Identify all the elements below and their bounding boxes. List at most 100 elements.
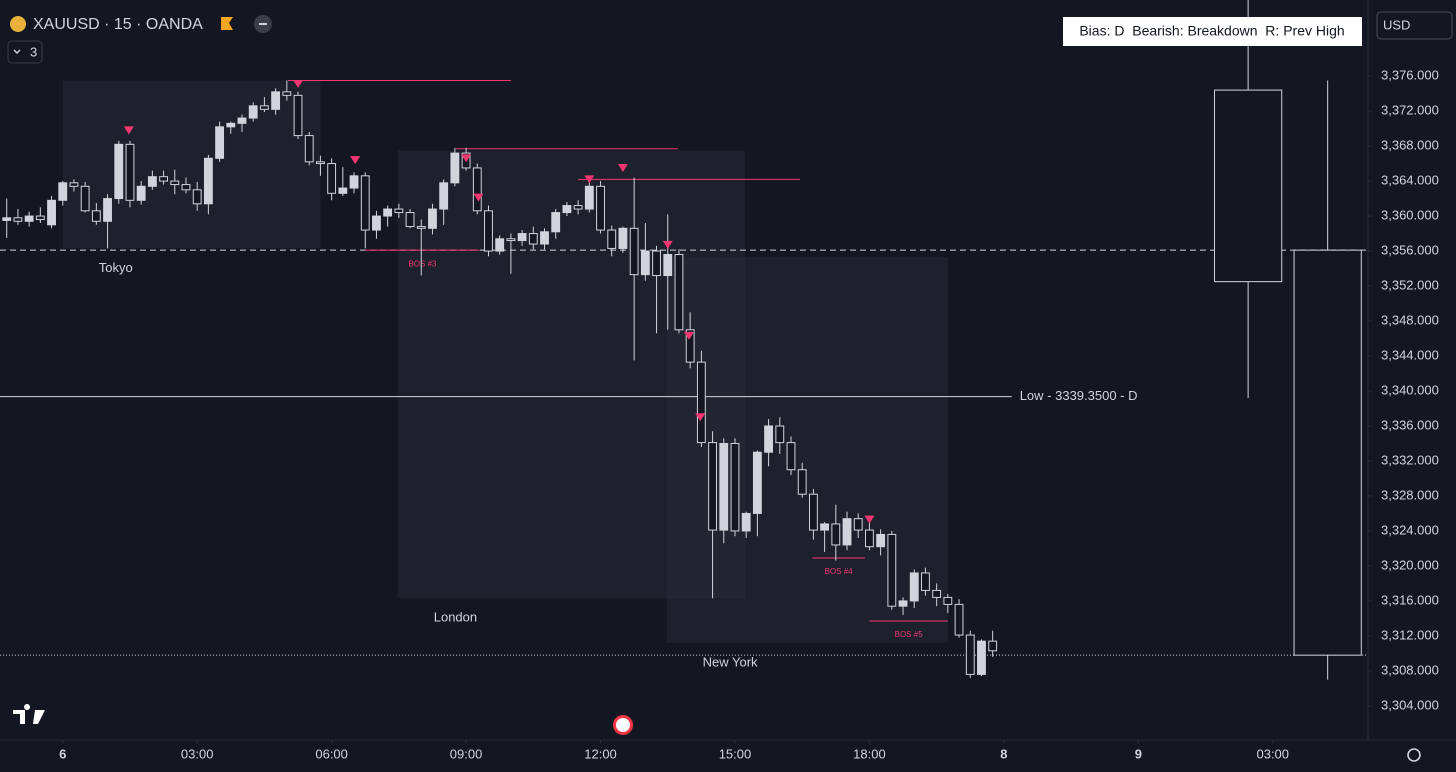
candle-body [652,250,661,277]
x-tick-label: 03:00 [181,746,214,761]
candle-body [730,442,740,532]
candle-body [271,91,281,110]
candle-body [551,212,561,233]
candle-body [629,227,639,276]
y-tick-label: 3,324.000 [1381,522,1439,537]
x-tick-label: 12:00 [584,746,617,761]
candle-body [394,208,404,214]
currency-button[interactable] [1376,11,1453,40]
candle-body [831,523,841,546]
bos-label: BOS #5 [895,630,924,639]
candle-body [47,199,56,226]
candle-body [1214,89,1283,283]
candle-body [674,254,684,331]
symbol-title[interactable]: XAUUSD · 15 · OANDA [33,16,203,33]
currency-label[interactable]: USD [1383,17,1410,32]
candle-body [91,210,101,222]
line-label: Low - 3339.3500 - D [1020,388,1138,403]
x-tick-label: 8 [1000,746,1007,761]
bos-label: BOS #3 [408,259,437,268]
signal-marker [461,154,472,163]
candle-body [114,143,124,200]
chevron-icon [13,49,21,54]
signal-marker [695,413,706,422]
candle-body [853,518,863,531]
candle-body [618,227,628,249]
y-tick-label: 3,304.000 [1381,697,1439,712]
x-tick-label: 15:00 [719,746,752,761]
candle-body [921,572,930,591]
candle-body [954,603,964,636]
candle-body [282,91,292,96]
candle-body [943,596,953,605]
signal-marker [684,331,695,340]
candle-body [965,634,975,675]
candle-body [988,640,998,652]
signal-marker [584,175,595,184]
tv-logo[interactable] [13,704,45,724]
candle-body [820,523,830,531]
session-label: Tokyo [99,260,133,275]
candle-body [181,184,191,191]
candle-body [248,105,258,119]
y-tick-label: 3,356.000 [1381,242,1439,257]
candle-body [573,205,583,210]
y-tick-label: 3,352.000 [1381,277,1439,292]
x-tick-label: 6 [59,746,66,761]
candle-body [13,217,23,222]
bias-box [1063,17,1362,46]
candle-body [80,185,90,212]
plot-area: Tokyo London New York Low - 3339.3500 - D BO… [0,0,1368,680]
candle-body [439,182,449,210]
candle-body [69,182,79,187]
candle-body [932,589,942,598]
candle-body [977,640,986,675]
candle-body [865,529,874,548]
candle-body [293,94,303,137]
candle-body [775,425,785,444]
candle-body [349,175,359,189]
indicator-toggle[interactable] [7,40,43,64]
candle-body [2,217,12,221]
symbol-icon[interactable] [10,16,26,32]
x-tick-label: 06:00 [315,746,348,761]
candle-body [383,208,393,217]
candle-body [876,533,886,548]
candle-body [136,185,146,201]
candle-body [450,152,460,184]
candle-body [192,189,202,205]
signal-marker [293,79,304,88]
y-tick-label: 3,332.000 [1381,452,1439,467]
x-tick-label: 03:00 [1256,746,1289,761]
settings-icon[interactable] [1407,748,1421,762]
candle-body [528,233,538,245]
candle-body [764,425,774,453]
x-tick-label: 9 [1135,746,1142,761]
y-tick-label: 3,372.000 [1381,103,1439,118]
candle-body [842,518,852,546]
candle-body [316,161,325,165]
candle-body [663,254,673,277]
candle-body [472,167,482,212]
candle-body [226,122,236,128]
candle-body [327,163,337,194]
candle-body [159,176,168,182]
candle-body [562,205,572,214]
candle-body [103,198,112,222]
candle-body [898,600,908,607]
y-tick-label: 3,316.000 [1381,592,1439,607]
candle-body [540,231,549,245]
flag-icon[interactable] [221,17,233,30]
candle-body [708,442,717,531]
candle-body [338,187,348,194]
candle-body [808,493,818,531]
candle-body [372,215,381,231]
candle-body [237,117,247,124]
y-tick-label: 3,312.000 [1381,627,1439,642]
signal-marker [662,240,673,249]
candle-body [752,451,762,514]
x-tick-label: 18:00 [853,746,886,761]
y-tick-label: 3,364.000 [1381,173,1439,188]
